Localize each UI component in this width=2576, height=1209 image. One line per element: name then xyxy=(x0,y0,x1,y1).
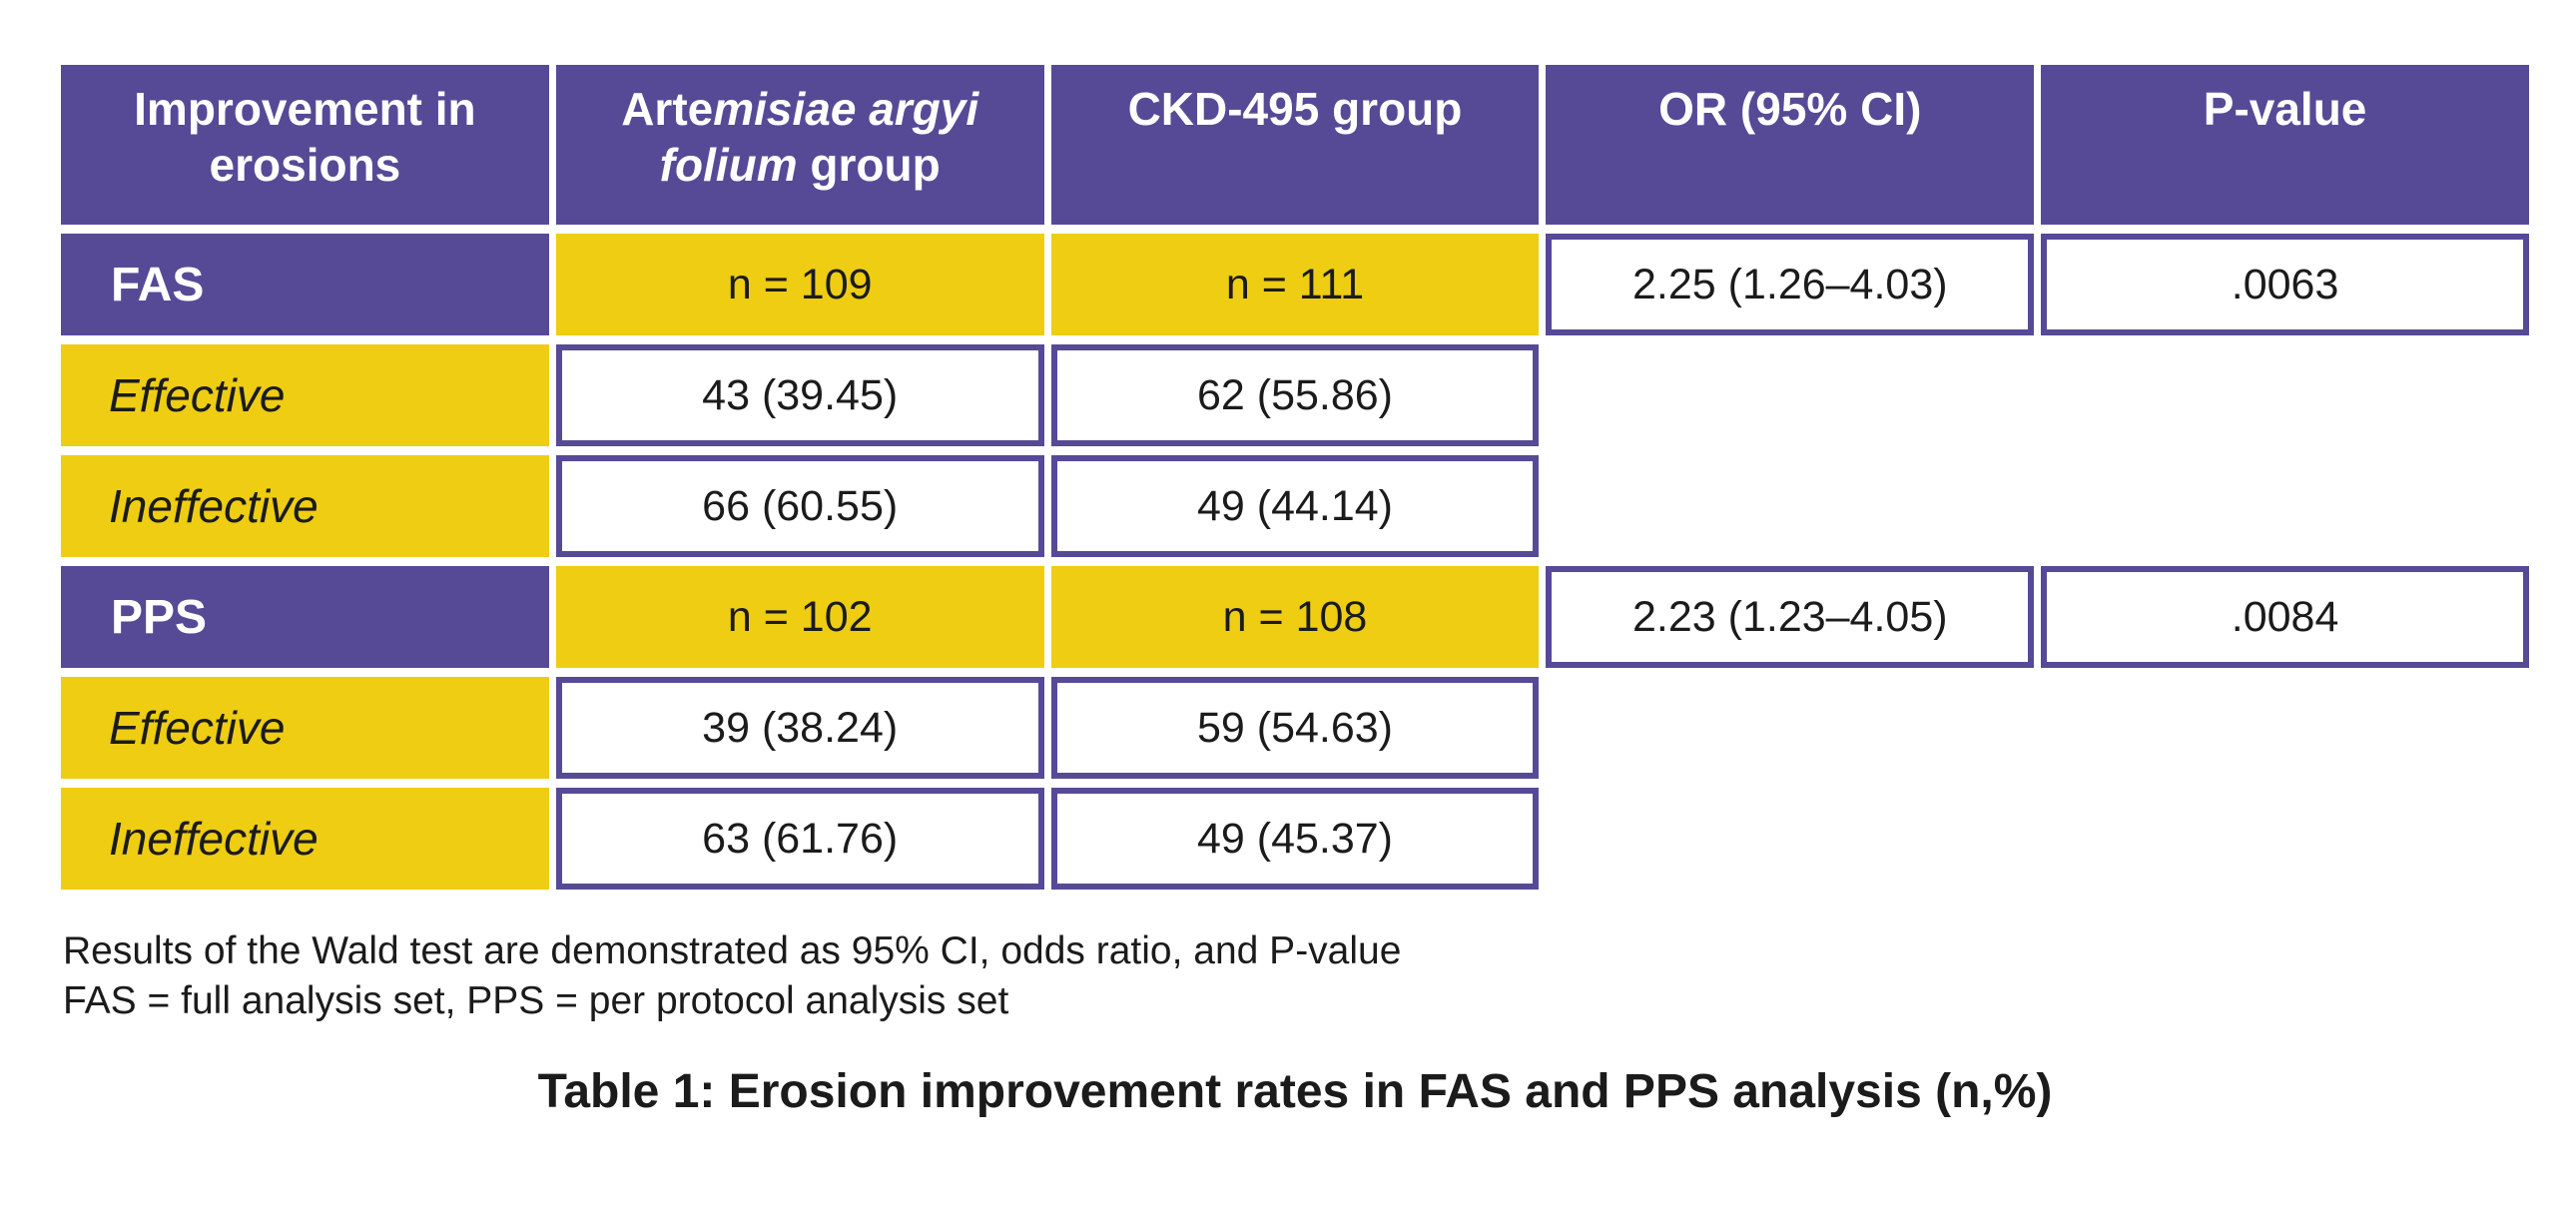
pps-n-ckd495: n = 108 xyxy=(1050,566,1540,668)
pps-row-label-effective: Effective xyxy=(61,677,549,779)
footnote-abbreviations: FAS = full analysis set, PPS = per proto… xyxy=(63,979,1009,1022)
group-suffix: group xyxy=(797,139,941,192)
pps-row-label-ineffective: Ineffective xyxy=(61,788,549,890)
pps-ineffective-ckd495: 49 (45.37) xyxy=(1050,788,1540,890)
pps-effective-artemisiae: 39 (38.24) xyxy=(555,677,1044,779)
header-artemisiae-group: Artemisiae argyi folium group xyxy=(555,65,1044,225)
fas-ineffective-artemisiae: 66 (60.55) xyxy=(555,455,1044,557)
fas-row-label-ineffective: Ineffective xyxy=(61,455,549,557)
footnote-wald-test: Results of the Wald test are demonstrate… xyxy=(63,929,1402,972)
pps-effective-ckd495: 59 (54.63) xyxy=(1050,677,1540,779)
fas-p-value: .0063 xyxy=(2041,234,2529,335)
header-line: Artemisiae argyi xyxy=(556,81,1044,137)
header-line: erosions xyxy=(209,139,401,192)
header-line: Improvement in xyxy=(134,83,476,135)
table-caption: Table 1: Erosion improvement rates in FA… xyxy=(537,1065,2053,1118)
erosion-improvement-table: Improvement in erosions Artemisiae argyi… xyxy=(61,65,2529,890)
species-prefix: Arte xyxy=(621,83,714,135)
header-p-value: P-value xyxy=(2041,65,2529,225)
species-italic: folium xyxy=(659,139,798,192)
fas-or-ci-value: 2.25 (1.26–4.03) xyxy=(1546,234,2035,335)
table-footnotes: Results of the Wald test are demonstrate… xyxy=(63,926,1401,1026)
pps-n-artemisiae: n = 102 xyxy=(555,566,1044,668)
header-ckd495-group: CKD-495 group xyxy=(1050,65,1540,225)
header-line: folium group xyxy=(556,137,1044,193)
fas-row-label-effective: Effective xyxy=(61,344,549,446)
header-or-ci: OR (95% CI) xyxy=(1546,65,2035,225)
fas-n-ckd495: n = 111 xyxy=(1050,234,1540,335)
fas-ineffective-ckd495: 49 (44.14) xyxy=(1050,455,1540,557)
pps-or-ci-value: 2.23 (1.23–4.05) xyxy=(1546,566,2035,668)
header-improvement-in-erosions: Improvement in erosions xyxy=(61,65,549,225)
pps-ineffective-artemisiae: 63 (61.76) xyxy=(555,788,1044,890)
fas-effective-ckd495: 62 (55.86) xyxy=(1050,344,1540,446)
fas-n-artemisiae: n = 109 xyxy=(555,234,1044,335)
species-italic: misiae argyi xyxy=(713,83,979,135)
fas-effective-artemisiae: 43 (39.45) xyxy=(555,344,1044,446)
row-label-pps: PPS xyxy=(61,566,549,668)
pps-p-value: .0084 xyxy=(2041,566,2529,668)
row-label-fas: FAS xyxy=(61,234,549,335)
